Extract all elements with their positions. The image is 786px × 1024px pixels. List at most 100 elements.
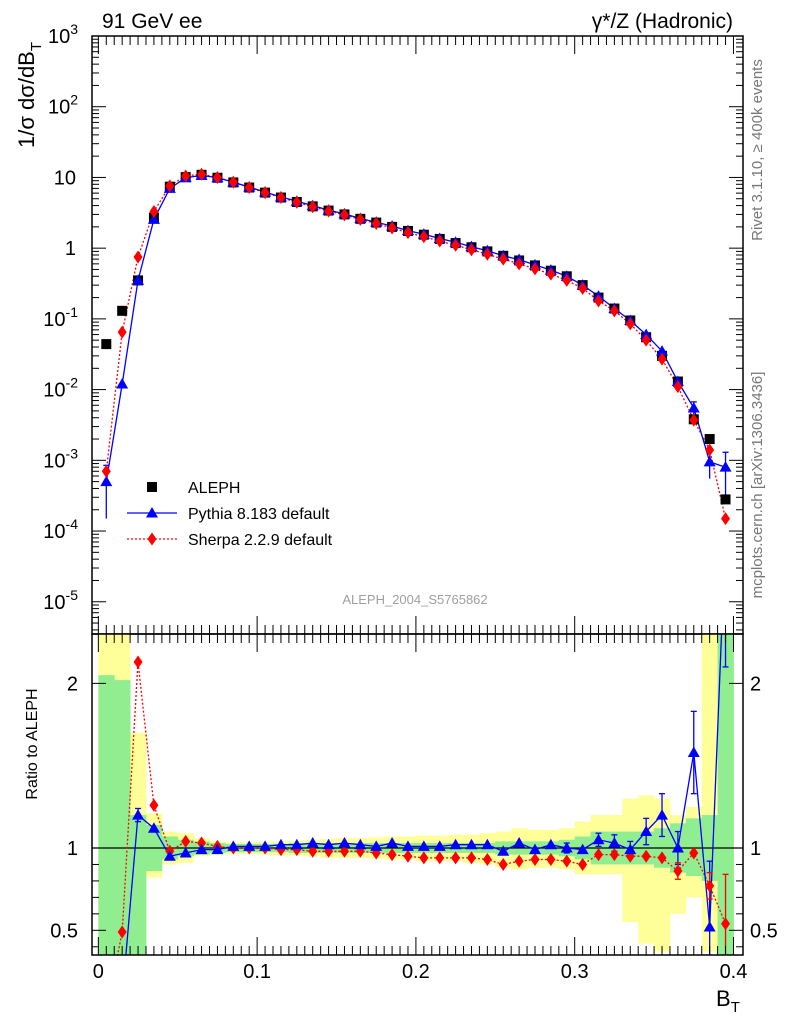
ratio-point-triangle xyxy=(401,840,414,851)
ratio-point-triangle xyxy=(417,840,430,851)
ratio-point-triangle xyxy=(163,850,176,861)
data-point-triangle xyxy=(132,274,145,285)
stat-uncertainty-band xyxy=(717,634,734,955)
ratio-point-triangle xyxy=(513,837,526,848)
ratio-point-triangle xyxy=(274,838,287,850)
ratio-point-diamond xyxy=(578,857,588,871)
data-point-diamond xyxy=(181,169,191,183)
data-point-diamond xyxy=(212,170,222,184)
ratio-point-diamond xyxy=(530,853,540,867)
ratio-point-triangle xyxy=(338,837,351,848)
y-tick-label: 102 xyxy=(48,92,78,119)
x-tick-label: 0 xyxy=(93,961,104,983)
x-tick-label: 0.2 xyxy=(402,961,430,983)
ratio-point-triangle xyxy=(100,1005,112,1016)
ratio-point-triangle xyxy=(640,825,653,837)
data-point-diamond xyxy=(165,179,175,193)
legend-marker-triangle xyxy=(146,507,158,518)
ratio-point-triangle xyxy=(211,843,224,855)
ratio-point-triangle xyxy=(497,845,510,856)
ratio-point-diamond xyxy=(339,844,349,858)
data-point-diamond xyxy=(514,257,524,271)
data-point-diamond xyxy=(498,252,508,266)
data-point-triangle xyxy=(147,213,160,224)
data-point-diamond xyxy=(625,317,635,331)
ratio-y-tick-label: 2 xyxy=(67,673,78,695)
mcplots-label: mcplots.cern.ch [arXiv:1306.3436] xyxy=(749,372,766,599)
data-point-diamond xyxy=(657,352,667,366)
data-point-diamond xyxy=(355,212,365,226)
data-point-diamond xyxy=(530,262,540,276)
ratio-point-diamond xyxy=(705,879,715,893)
ratio-point-diamond xyxy=(594,848,604,862)
ratio-y-tick-label-right: 0.5 xyxy=(750,920,778,942)
data-point-diamond xyxy=(435,234,445,248)
data-point-diamond xyxy=(339,208,349,222)
data-point-diamond xyxy=(594,294,604,308)
ratio-point-diamond xyxy=(562,854,572,868)
ratio-point-diamond xyxy=(419,851,429,865)
data-point-square xyxy=(117,305,128,316)
ratio-point-triangle xyxy=(243,840,256,851)
data-point-diamond xyxy=(562,273,572,287)
data-point-triangle xyxy=(687,401,700,413)
right-title: γ*/Z (Hadronic) xyxy=(592,10,733,33)
data-point-diamond xyxy=(260,186,270,200)
data-point-diamond xyxy=(403,226,413,240)
ratio-point-triangle xyxy=(259,840,272,851)
ratio-point-triangle xyxy=(195,843,208,855)
ratio-point-triangle xyxy=(227,840,240,851)
data-point-diamond xyxy=(705,443,715,457)
analysis-label: ALEPH_2004_S5765862 xyxy=(342,592,487,607)
series-line-diamond xyxy=(105,173,727,519)
ratio-point-triangle xyxy=(179,846,192,858)
data-point-diamond xyxy=(466,243,476,257)
x-tick-label: 0.3 xyxy=(561,961,589,983)
total-uncertainty-band xyxy=(638,795,655,944)
ratio-point-diamond xyxy=(149,798,159,812)
ratio-point-triangle xyxy=(116,992,128,1003)
data-point-diamond xyxy=(197,167,207,181)
data-point-diamond xyxy=(324,204,334,218)
ratio-point-triangle xyxy=(465,838,478,850)
data-point-diamond xyxy=(721,512,731,526)
legend: ALEPH Pythia 8.183 default Sherpa 2.2.9 de… xyxy=(127,480,333,549)
data-point-diamond xyxy=(419,230,429,244)
ratio-point-diamond xyxy=(403,849,413,863)
data-point-square xyxy=(101,339,112,350)
data-point-diamond xyxy=(308,200,318,214)
data-point-triangle xyxy=(719,461,732,472)
ratio-point-diamond xyxy=(673,864,683,878)
ratio-point-triangle xyxy=(354,838,367,850)
ratio-point-triangle xyxy=(322,838,335,850)
ratio-point-triangle xyxy=(656,809,669,820)
ratio-point-diamond xyxy=(641,849,651,863)
data-point-diamond xyxy=(451,238,461,252)
ratio-line-diamond xyxy=(116,661,727,955)
x-tick-label: 0.4 xyxy=(720,961,748,983)
legend-marker-diamond xyxy=(147,532,157,546)
y-tick-label: 10 xyxy=(54,167,76,189)
data-point-diamond xyxy=(578,281,588,295)
stat-uncertainty-band xyxy=(98,675,115,955)
ratio-point-triangle xyxy=(290,838,303,850)
ratio-y-tick-label-right: 1 xyxy=(750,838,761,860)
data-point-diamond xyxy=(101,464,111,478)
legend-label: ALEPH xyxy=(188,480,240,497)
data-point-diamond xyxy=(292,195,302,209)
ratio-point-triangle xyxy=(370,840,383,851)
ratio-point-diamond xyxy=(451,851,461,865)
left-title: 91 GeV ee xyxy=(102,10,202,33)
ratio-point-diamond xyxy=(117,925,127,939)
x-tick-label: 0.1 xyxy=(243,961,271,983)
data-point-triangle xyxy=(116,377,129,389)
ratio-point-triangle xyxy=(433,840,446,851)
ratio-point-triangle xyxy=(386,837,399,848)
data-point-diamond xyxy=(641,333,651,347)
ratio-point-diamond xyxy=(102,1004,111,1017)
stat-uncertainty-band xyxy=(114,680,131,955)
main-y-axis-title: 1/σ dσ/dBT xyxy=(14,42,45,148)
ratio-point-triangle xyxy=(481,838,494,850)
data-point-diamond xyxy=(387,221,397,235)
ratio-frame xyxy=(91,633,744,956)
